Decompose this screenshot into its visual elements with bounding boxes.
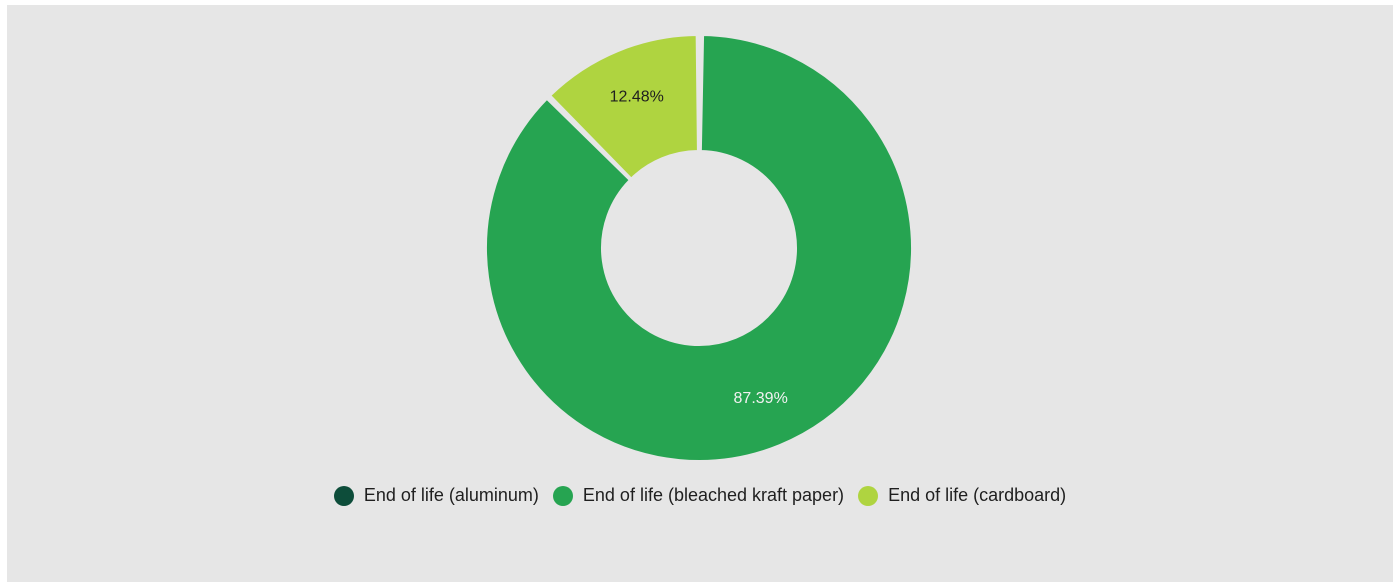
- legend-swatch-cardboard: [858, 485, 879, 506]
- donut-slice-1[interactable]: [485, 34, 913, 462]
- legend-swatch-aluminum: [333, 485, 354, 506]
- legend-label-bleached-kraft-paper: End of life (bleached kraft paper): [582, 485, 845, 505]
- donut-slice-0[interactable]: [698, 33, 702, 153]
- data-label-1: 87.39%: [734, 390, 788, 407]
- chart-panel: 87.39% 12.48% End of life (aluminum) End …: [7, 5, 1393, 582]
- donut-slice-2[interactable]: [549, 34, 699, 180]
- legend-label-aluminum: End of life (aluminum): [363, 485, 539, 505]
- chart-legend: End of life (aluminum) End of life (blea…: [7, 485, 1393, 506]
- legend-item-aluminum[interactable]: End of life (aluminum): [333, 485, 539, 506]
- legend-swatch-bleached-kraft-paper: [552, 485, 573, 506]
- legend-item-cardboard[interactable]: End of life (cardboard): [858, 485, 1066, 506]
- data-label-2: 12.48%: [610, 89, 664, 106]
- donut-chart: 87.39% 12.48%: [485, 33, 913, 462]
- legend-item-bleached-kraft-paper[interactable]: End of life (bleached kraft paper): [552, 485, 845, 506]
- legend-label-cardboard: End of life (cardboard): [888, 485, 1067, 505]
